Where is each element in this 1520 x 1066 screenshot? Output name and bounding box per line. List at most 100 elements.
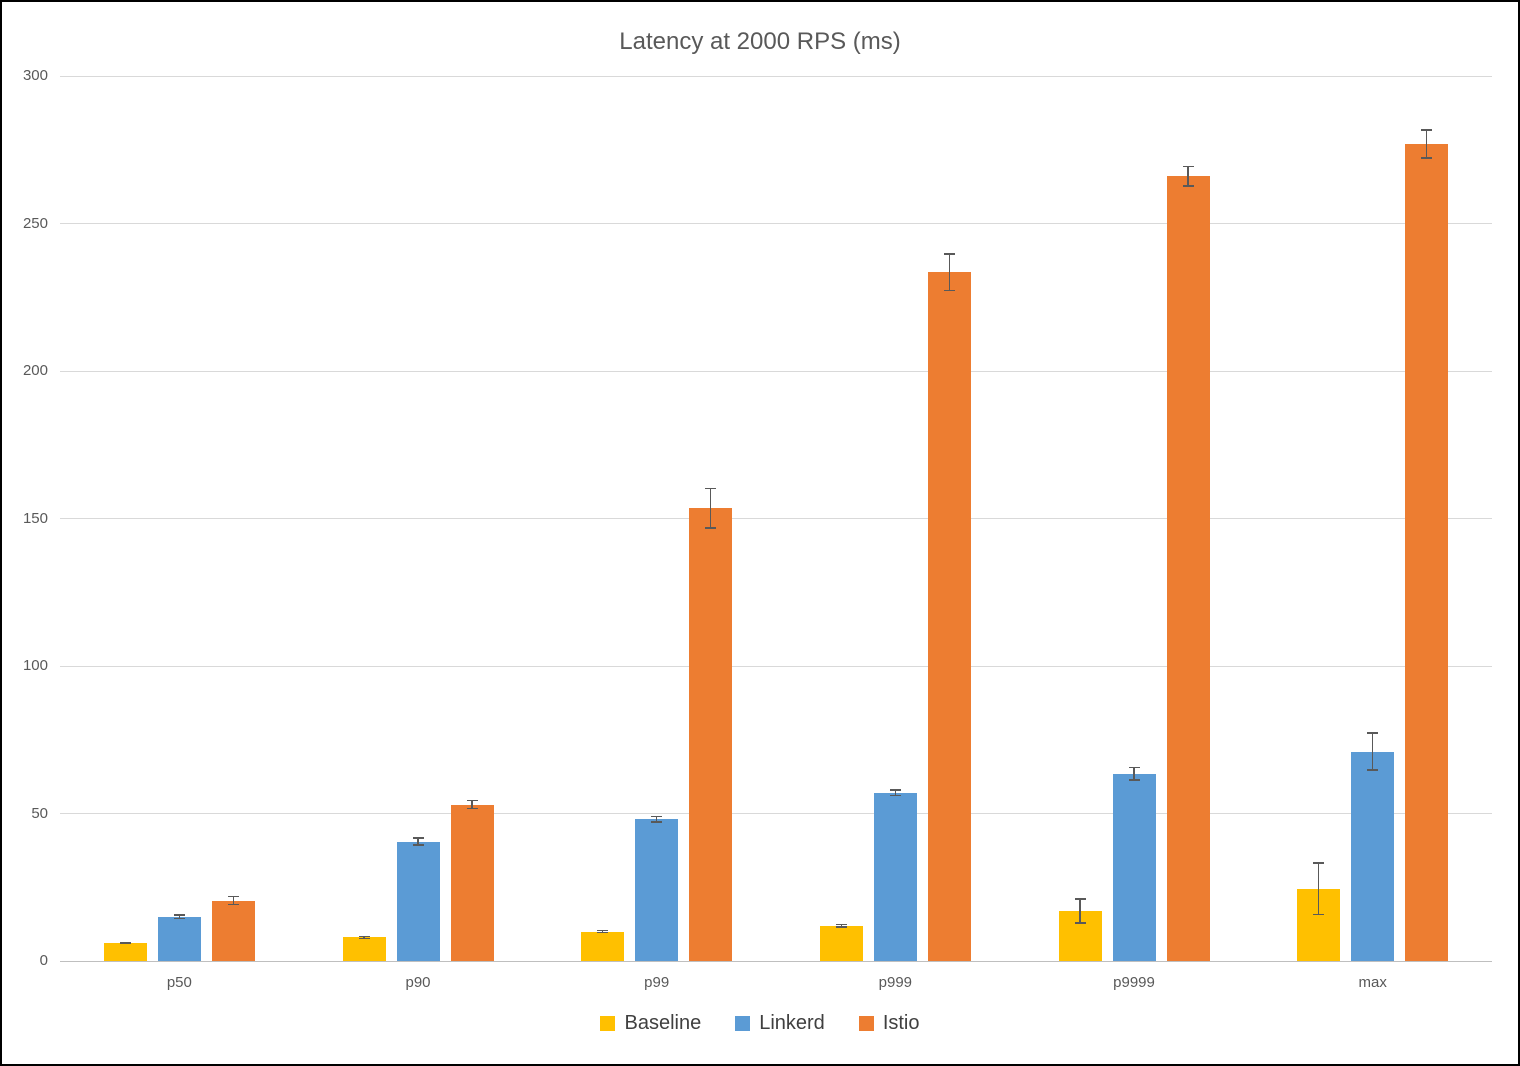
error-bar-linkerd-p9999 [1128, 766, 1140, 781]
error-bar-cap-bottom [119, 942, 131, 945]
error-bar-baseline-p99 [597, 929, 609, 934]
bar-istio-p9999 [1166, 176, 1210, 961]
error-bar-cap-bottom [412, 844, 424, 846]
error-bar-cap-bottom [1128, 779, 1140, 781]
error-bar-cap-top [889, 789, 901, 791]
error-bar-istio-p999 [943, 253, 955, 292]
error-bar-stem [471, 799, 473, 810]
x-axis-line [60, 960, 1492, 962]
x-axis-category-label: p9999 [1113, 974, 1155, 991]
error-bar-stem [363, 935, 365, 940]
error-bar-stem [1187, 165, 1189, 187]
x-axis-category-label: p90 [405, 974, 431, 991]
y-axis-tick-label: 300 [22, 67, 48, 84]
y-axis-tick-label: 0 [39, 952, 48, 969]
bar-istio-p99 [689, 508, 733, 961]
error-bar-stem [1079, 898, 1081, 924]
error-bar-istio-p99 [705, 487, 717, 529]
error-bar-cap-top [597, 929, 609, 932]
error-bar-cap-bottom [1421, 157, 1433, 159]
x-axis-category-label: max [1358, 974, 1387, 991]
legend-label: Istio [882, 1012, 920, 1034]
error-bar-stem [1425, 129, 1428, 159]
error-bar-cap-top [119, 942, 131, 944]
error-bar-linkerd-p999 [889, 789, 901, 797]
y-axis-tick-label: 100 [22, 657, 48, 674]
error-bar-stem [417, 837, 419, 846]
error-bar-stem [655, 815, 658, 823]
error-bar-istio-p9999 [1182, 165, 1194, 187]
bar-istio-p999 [927, 272, 971, 961]
error-bar-cap-bottom [651, 821, 663, 823]
error-bar-cap-top [1074, 898, 1086, 900]
error-bar-cap-bottom [1313, 913, 1325, 916]
legend: Baseline Linkerd Istio [2, 1012, 1518, 1035]
error-bar-cap-bottom [943, 289, 955, 292]
error-bar-stem [840, 923, 843, 928]
gridline [60, 813, 1492, 814]
y-axis-tick-label: 150 [22, 509, 48, 527]
error-bar-cap-top [173, 914, 185, 916]
error-bar-cap-bottom [173, 917, 185, 920]
bar-istio-max [1405, 143, 1449, 961]
legend-item-istio: Istio [858, 1012, 920, 1035]
error-bar-istio-max [1421, 129, 1433, 159]
bar-linkerd-p999 [873, 792, 917, 961]
bar-istio-p90 [450, 804, 494, 961]
error-bar-cap-top [943, 253, 955, 255]
bar-baseline-p90 [342, 937, 386, 961]
error-bar-cap-top [705, 487, 717, 490]
error-bar-cap-top [412, 837, 424, 839]
error-bar-cap-top [835, 923, 847, 926]
error-bar-stem [232, 895, 235, 906]
error-bar-cap-bottom [1074, 922, 1086, 924]
error-bar-baseline-p9999 [1074, 898, 1086, 924]
legend-label: Baseline [624, 1012, 702, 1034]
chart-title: Latency at 2000 RPS (ms) [619, 28, 901, 55]
error-bar-cap-bottom [227, 903, 239, 906]
error-bar-stem [894, 789, 897, 797]
error-bar-stem [709, 487, 712, 529]
error-bar-cap-top [227, 895, 239, 898]
error-bar-linkerd-max [1367, 732, 1379, 771]
error-bar-cap-top [358, 935, 370, 938]
legend-item-baseline: Baseline [600, 1012, 701, 1035]
legend-swatch [600, 1016, 616, 1031]
error-bar-istio-p50 [227, 895, 239, 906]
bar-linkerd-p50 [157, 916, 201, 961]
error-bar-baseline-max [1313, 862, 1325, 916]
y-axis-tick-label: 50 [31, 804, 48, 822]
error-bar-baseline-p999 [835, 923, 847, 928]
error-bar-cap-bottom [466, 807, 478, 810]
error-bar-stem [1371, 732, 1374, 771]
error-bar-cap-bottom [1182, 185, 1194, 187]
error-bar-cap-bottom [358, 937, 370, 940]
error-bar-cap-top [1367, 732, 1379, 734]
error-bar-cap-bottom [889, 794, 901, 797]
error-bar-linkerd-p50 [173, 914, 185, 920]
error-bar-cap-top [1182, 165, 1194, 168]
plot-area [60, 75, 1492, 962]
error-bar-stem [601, 929, 604, 934]
bar-linkerd-p9999 [1112, 773, 1156, 961]
error-bar-stem [948, 253, 951, 292]
legend-swatch [735, 1016, 751, 1031]
legend-label: Linkerd [759, 1012, 825, 1034]
bar-baseline-p99 [581, 931, 625, 961]
error-bar-stem [1317, 862, 1320, 916]
y-axis-tick-label: 250 [22, 214, 48, 232]
bar-linkerd-max [1351, 751, 1395, 961]
bar-linkerd-p99 [635, 819, 679, 961]
error-bar-cap-bottom [835, 926, 847, 928]
x-axis-category-label: p999 [878, 974, 913, 991]
error-bar-cap-bottom [705, 527, 717, 529]
legend-swatch [858, 1016, 874, 1031]
bar-istio-p50 [211, 900, 255, 961]
error-bar-baseline-p50 [119, 942, 131, 945]
gridline [60, 75, 1492, 77]
error-bar-istio-p90 [466, 799, 478, 810]
error-bar-stem [1133, 766, 1135, 781]
error-bar-cap-top [651, 815, 663, 818]
error-bar-linkerd-p90 [412, 837, 424, 846]
